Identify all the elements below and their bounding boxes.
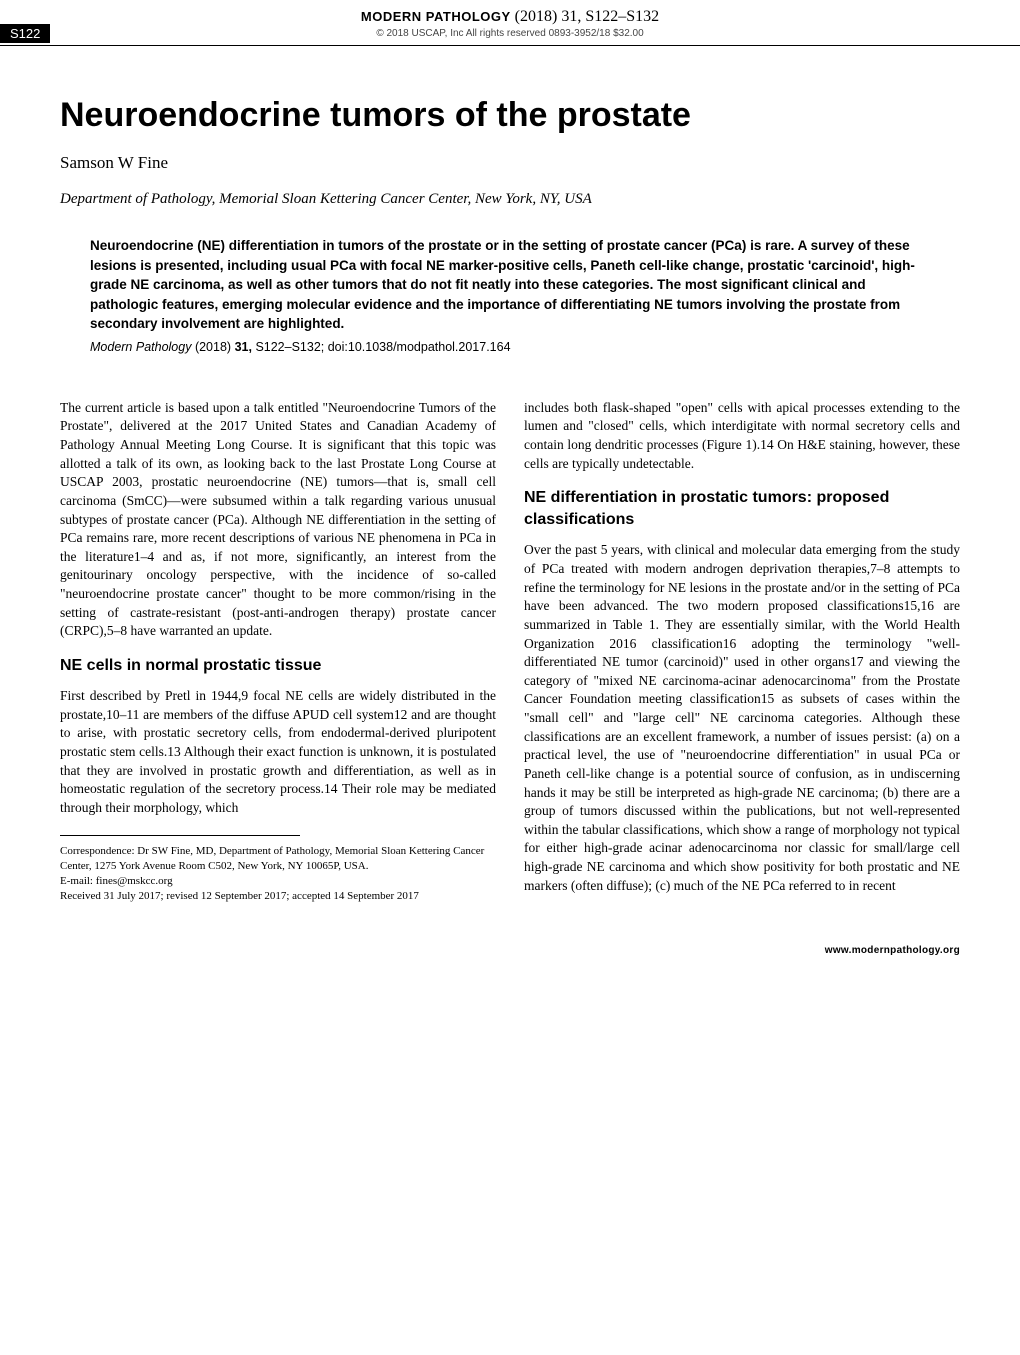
article-title: Neuroendocrine tumors of the prostate xyxy=(60,96,960,135)
column-left: The current article is based upon a talk… xyxy=(60,399,496,910)
page-number-badge: S122 xyxy=(0,24,50,43)
header-center: MODERN PATHOLOGY (2018) 31, S122–S132 © … xyxy=(0,8,1020,39)
footnote-block: Correspondence: Dr SW Fine, MD, Departme… xyxy=(60,844,496,903)
page-header: S122 MODERN PATHOLOGY (2018) 31, S122–S1… xyxy=(0,0,1020,46)
citation-pages: S122–S132; xyxy=(255,340,324,354)
section-heading-ne-cells: NE cells in normal prostatic tissue xyxy=(60,655,496,677)
journal-name: MODERN PATHOLOGY xyxy=(361,9,511,24)
article-author: Samson W Fine xyxy=(60,153,960,173)
two-column-body: The current article is based upon a talk… xyxy=(60,399,960,910)
article-affiliation: Department of Pathology, Memorial Sloan … xyxy=(60,191,960,208)
article-abstract: Neuroendocrine (NE) differentiation in t… xyxy=(60,236,960,334)
page-footer: www.modernpathology.org xyxy=(0,939,1020,970)
article-content: Neuroendocrine tumors of the prostate Sa… xyxy=(0,46,1020,939)
col2-continuation: includes both flask-shaped "open" cells … xyxy=(524,399,960,474)
citation-year: (2018) xyxy=(195,340,231,354)
footnote-email: E-mail: fines@mskcc.org xyxy=(60,874,496,889)
issue-range: (2018) 31, S122–S132 xyxy=(515,8,659,25)
footnote-divider xyxy=(60,835,300,836)
section1-paragraph1: First described by Pretl in 1944,9 focal… xyxy=(60,687,496,817)
footnote-received: Received 31 July 2017; revised 12 Septem… xyxy=(60,889,496,904)
copyright-line: © 2018 USCAP, Inc All rights reserved 08… xyxy=(0,28,1020,39)
column-right: includes both flask-shaped "open" cells … xyxy=(524,399,960,910)
section-heading-classifications: NE differentiation in prostatic tumors: … xyxy=(524,487,960,531)
citation-volume: 31, xyxy=(235,340,252,354)
footnote-correspondence: Correspondence: Dr SW Fine, MD, Departme… xyxy=(60,844,496,874)
footer-url: www.modernpathology.org xyxy=(825,945,960,956)
citation-journal: Modern Pathology xyxy=(90,340,191,354)
article-citation: Modern Pathology (2018) 31, S122–S132; d… xyxy=(60,340,960,354)
section2-paragraph1: Over the past 5 years, with clinical and… xyxy=(524,541,960,895)
intro-paragraph: The current article is based upon a talk… xyxy=(60,399,496,641)
citation-doi: doi:10.1038/modpathol.2017.164 xyxy=(328,340,511,354)
